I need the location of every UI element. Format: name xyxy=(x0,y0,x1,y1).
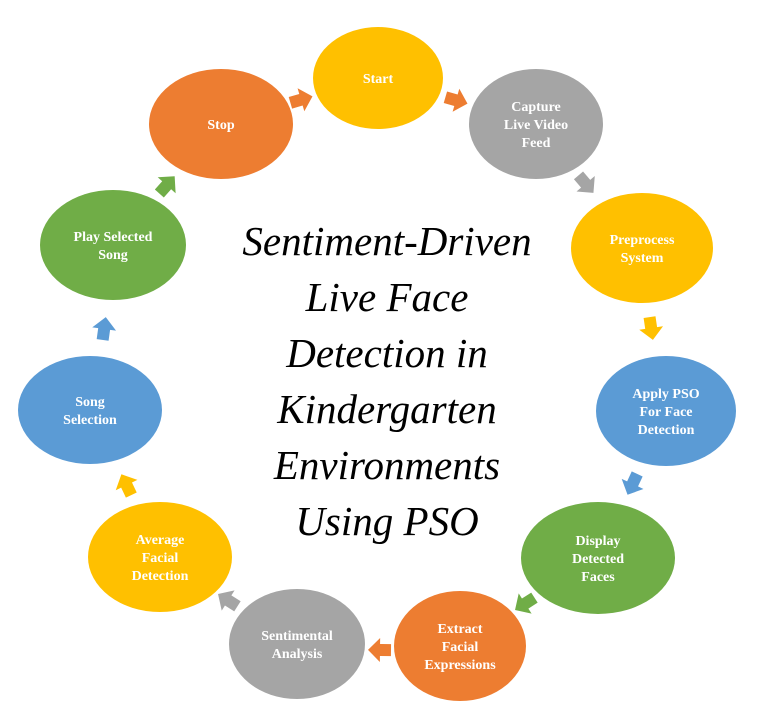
node-shape xyxy=(469,69,603,179)
node-shape xyxy=(394,591,526,701)
arrow-preprocess-system-to-apply-pso-for-face-detection xyxy=(639,316,664,340)
node-preprocess-system: Preprocess System xyxy=(571,193,713,303)
node-shape xyxy=(18,356,162,464)
node-label-line: Faces xyxy=(581,570,615,585)
node-label-line: Selection xyxy=(63,413,117,428)
arrow-display-detected-faces-to-extract-facial-expressions xyxy=(515,592,538,614)
title-line: Sentiment-Driven xyxy=(242,218,531,264)
node-stop: Stop xyxy=(149,69,293,179)
node-label-line: Expressions xyxy=(424,658,496,673)
node-shape xyxy=(313,27,443,129)
node-shape xyxy=(571,193,713,303)
node-label-line: Detection xyxy=(638,423,695,438)
node-play-selected-song: Play Selected Song xyxy=(40,190,186,300)
arrow-apply-pso-for-face-detection-to-display-detected-faces xyxy=(621,471,644,495)
arrow-start-to-capture-live-video-feed xyxy=(443,88,468,112)
arrow-extract-facial-expressions-to-sentimental-analysis xyxy=(368,637,392,662)
title-line: Live Face xyxy=(305,274,469,320)
node-label-line: Sentimental xyxy=(261,629,333,644)
node-start: Start xyxy=(313,27,443,129)
node-label: Capture Live Video Feed xyxy=(504,100,568,151)
node-shape xyxy=(40,190,186,300)
node-shape xyxy=(596,356,736,466)
node-display-detected-faces: Display Detected Faces xyxy=(521,502,675,614)
node-label-line: Stop xyxy=(207,118,234,133)
arrows-layer xyxy=(92,88,664,662)
arrow-stop-to-start xyxy=(288,88,313,112)
node-label: Sentimental Analysis xyxy=(261,629,333,662)
nodes-layer: Start Capture Live Video Feed Preprocess Syst… xyxy=(18,27,736,701)
diagram-title: Sentiment-Driven Live Face Detection in Kin… xyxy=(242,218,531,544)
arrow-song-selection-to-play-selected-song xyxy=(92,317,117,341)
node-song-selection: Song Selection xyxy=(18,356,162,464)
node-extract-facial-expressions: Extract Facial Expressions xyxy=(394,591,526,701)
node-average-facial-detection: Average Facial Detection xyxy=(88,502,232,612)
node-label: Start xyxy=(363,72,394,87)
node-label: Song Selection xyxy=(63,395,117,428)
node-shape xyxy=(88,502,232,612)
node-sentimental-analysis: Sentimental Analysis xyxy=(229,589,365,699)
node-label: Apply PSO For Face Detection xyxy=(632,387,699,438)
title-line: Kindergarten xyxy=(276,386,496,432)
title-line: Environments xyxy=(273,442,500,488)
node-label-line: Display xyxy=(575,534,620,549)
node-label-line: Average xyxy=(136,533,185,548)
arrow-sentimental-analysis-to-average-facial-detection xyxy=(218,590,241,612)
title-line: Using PSO xyxy=(295,498,478,544)
node-label-line: For Face xyxy=(640,405,693,420)
node-shape xyxy=(229,589,365,699)
node-label-line: Song xyxy=(75,395,105,410)
node-label: Preprocess System xyxy=(610,233,675,266)
node-label-line: Apply PSO xyxy=(632,387,699,402)
arrow-capture-live-video-feed-to-preprocess-system xyxy=(573,171,595,193)
node-label: Stop xyxy=(207,118,234,133)
node-capture-live-video-feed: Capture Live Video Feed xyxy=(469,69,603,179)
node-label-line: System xyxy=(621,251,664,266)
node-label-line: Analysis xyxy=(272,647,323,662)
node-label: Play Selected Song xyxy=(74,230,153,263)
node-label-line: Live Video xyxy=(504,118,568,133)
title-line: Detection in xyxy=(285,330,488,376)
node-label-line: Song xyxy=(98,248,128,263)
node-label: Display Detected Faces xyxy=(572,534,624,585)
node-label-line: Preprocess xyxy=(610,233,675,248)
node-label-line: Facial xyxy=(442,640,479,655)
node-apply-pso-for-face-detection: Apply PSO For Face Detection xyxy=(596,356,736,466)
node-label-line: Facial xyxy=(142,551,179,566)
arrow-average-facial-detection-to-song-selection xyxy=(115,474,138,498)
node-shape xyxy=(149,69,293,179)
arrow-play-selected-song-to-stop xyxy=(154,176,176,198)
node-shape xyxy=(521,502,675,614)
node-label: Average Facial Detection xyxy=(132,533,189,584)
node-label-line: Feed xyxy=(522,136,551,151)
node-label-line: Detection xyxy=(132,569,189,584)
node-label-line: Detected xyxy=(572,552,624,567)
node-label-line: Start xyxy=(363,72,394,87)
node-label-line: Capture xyxy=(511,100,561,115)
node-label-line: Extract xyxy=(437,622,482,637)
node-label-line: Play Selected xyxy=(74,230,153,245)
node-label: Extract Facial Expressions xyxy=(424,622,496,673)
